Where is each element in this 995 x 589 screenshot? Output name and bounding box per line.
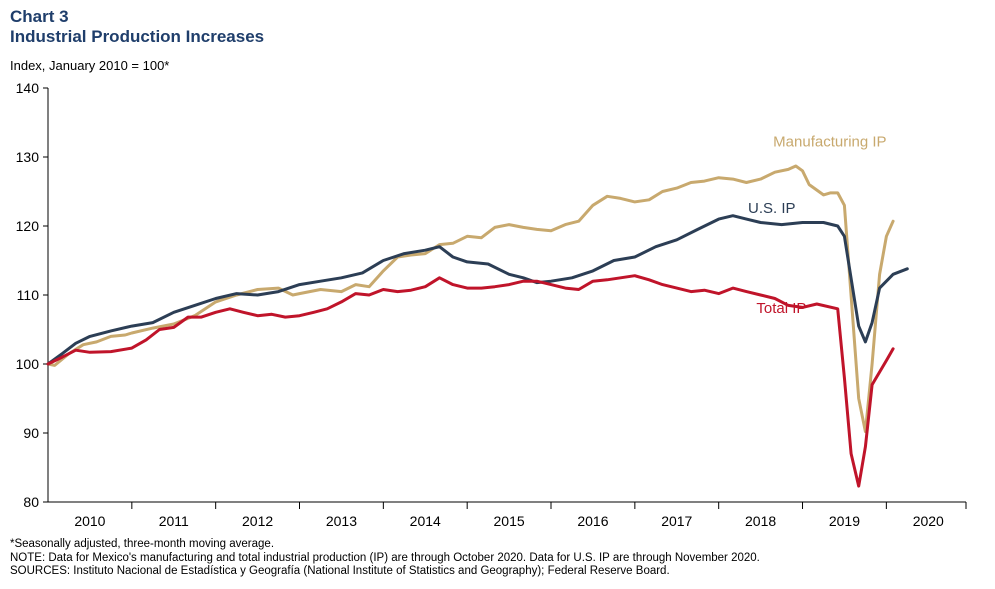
sources: SOURCES: Instituto Nacional de Estadísti… (10, 565, 670, 577)
x-tick-label: 2010 (74, 513, 105, 529)
x-tick-label: 2011 (159, 513, 189, 529)
x-tick-label: 2014 (410, 513, 441, 529)
y-tick-label: 140 (16, 80, 40, 96)
x-tick-label: 2019 (829, 513, 860, 529)
chart-notes: *Seasonally adjusted, three-month moving… (10, 538, 760, 579)
y-tick-label: 100 (16, 356, 40, 372)
y-axis-label: Index, January 2010 = 100* (10, 58, 170, 73)
series-line (46, 274, 895, 488)
series-line (46, 214, 909, 366)
series-label: Total IP (756, 300, 806, 317)
series-label: Manufacturing IP (773, 134, 886, 151)
x-tick-label: 2013 (326, 513, 357, 529)
x-tick-label: 2012 (242, 513, 273, 529)
x-tick-label: 2016 (577, 513, 608, 529)
y-tick-label: 90 (23, 425, 39, 441)
series-line (46, 164, 895, 434)
x-tick-label: 2018 (745, 513, 776, 529)
y-tick-label: 120 (16, 218, 40, 234)
footnote: *Seasonally adjusted, three-month moving… (10, 538, 275, 550)
chart-number: Chart 3 (10, 7, 69, 26)
x-tick-label: 2017 (661, 513, 692, 529)
note: NOTE: Data for Mexico's manufacturing an… (10, 551, 760, 564)
series-label: U.S. IP (748, 200, 796, 217)
y-tick-label: 130 (16, 149, 40, 165)
y-tick-label: 110 (17, 287, 40, 303)
title-block: Chart 3 Industrial Production Increases (10, 7, 264, 47)
chart-title: Industrial Production Increases (10, 27, 265, 46)
x-tick-label: 2015 (494, 513, 525, 529)
y-tick-label: 80 (23, 494, 39, 510)
x-tick-label: 2020 (913, 513, 944, 529)
